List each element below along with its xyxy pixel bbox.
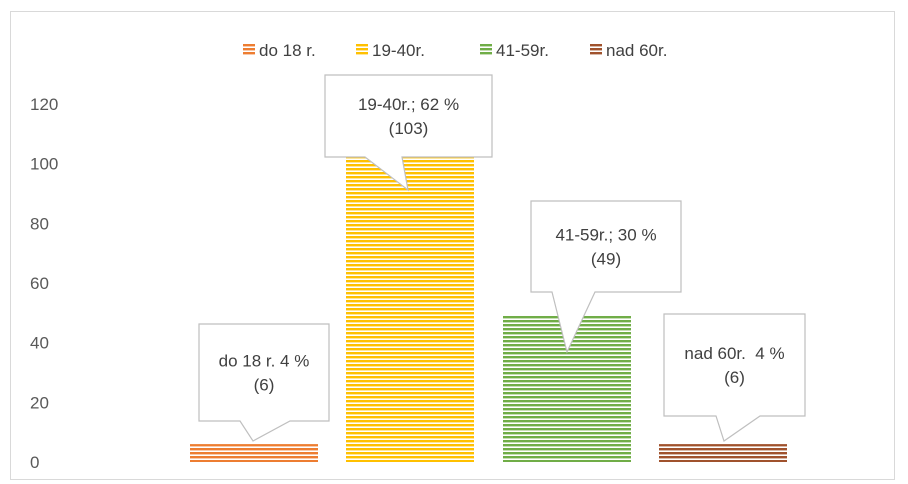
- y-tick-label: 120: [30, 95, 58, 114]
- data-label-callout: 41-59r.; 30 % (49): [530, 200, 682, 354]
- y-axis: 0 20 40 60 80 100 120: [30, 95, 58, 472]
- bar: [190, 444, 318, 462]
- data-label-text: 19-40r.; 62 %: [358, 95, 459, 114]
- data-label-text: do 18 r. 4 %: [219, 352, 310, 371]
- y-tick-label: 0: [30, 453, 39, 472]
- bar: [659, 444, 787, 462]
- y-tick-label: 60: [30, 274, 49, 293]
- data-label-text: (6): [254, 376, 275, 395]
- y-tick-label: 80: [30, 214, 49, 233]
- data-label-text: (49): [591, 250, 621, 269]
- legend-label: 41-59r.: [496, 41, 549, 60]
- bar: [346, 154, 474, 462]
- legend-swatch: [590, 44, 602, 56]
- legend-swatch: [356, 44, 368, 56]
- y-tick-label: 100: [30, 155, 58, 174]
- legend-label: 19-40r.: [372, 41, 425, 60]
- y-tick-label: 20: [30, 393, 49, 412]
- data-label-callout: nad 60r. 4 % (6): [663, 313, 806, 442]
- data-label-text: 41-59r.; 30 %: [555, 226, 656, 245]
- legend-label: do 18 r.: [259, 41, 316, 60]
- legend-swatch: [480, 44, 492, 56]
- legend-label: nad 60r.: [606, 41, 667, 60]
- y-tick-label: 40: [30, 334, 49, 353]
- data-label-callout: 19-40r.; 62 % (103): [324, 74, 493, 192]
- data-labels: do 18 r. 4 % (6) 19-40r.; 62 % (103) 41-59r.…: [198, 74, 806, 442]
- data-label-text: (103): [389, 119, 429, 138]
- data-label-text: (6): [724, 368, 745, 387]
- data-label-text: nad 60r. 4 %: [684, 344, 784, 363]
- data-label-callout: do 18 r. 4 % (6): [198, 323, 330, 442]
- legend-swatch: [243, 44, 255, 56]
- legend: do 18 r. 19-40r. 41-59r. nad 60r.: [243, 41, 667, 60]
